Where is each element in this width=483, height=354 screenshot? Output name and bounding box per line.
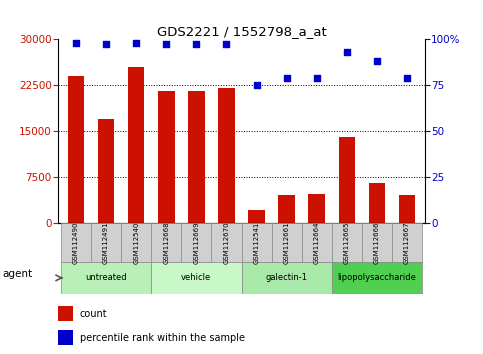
Text: GSM112491: GSM112491	[103, 221, 109, 264]
Bar	[158, 91, 174, 223]
Bar	[271, 223, 302, 262]
Bar	[98, 119, 114, 223]
Bar	[278, 195, 295, 223]
Bar	[151, 223, 181, 262]
Point	[102, 42, 110, 47]
Text: GSM112664: GSM112664	[314, 221, 320, 264]
Bar	[58, 330, 72, 345]
Bar	[302, 223, 332, 262]
Bar	[188, 91, 205, 223]
Text: count: count	[80, 309, 108, 319]
Text: untreated: untreated	[85, 273, 127, 282]
Bar	[398, 195, 415, 223]
Point	[253, 82, 260, 88]
Point	[313, 75, 321, 80]
Text: GSM112670: GSM112670	[224, 221, 229, 264]
Bar	[242, 262, 332, 294]
Bar	[369, 183, 385, 223]
Bar	[362, 223, 392, 262]
Point	[343, 49, 351, 55]
Text: GSM112668: GSM112668	[163, 221, 169, 264]
Text: GSM112661: GSM112661	[284, 221, 290, 264]
Bar	[218, 88, 235, 223]
Point	[132, 40, 140, 45]
Text: percentile rank within the sample: percentile rank within the sample	[80, 333, 245, 343]
Bar	[181, 223, 212, 262]
Bar	[309, 194, 325, 223]
Point	[373, 58, 381, 64]
Bar	[68, 76, 85, 223]
Bar	[332, 262, 422, 294]
Bar	[248, 210, 265, 223]
Bar	[212, 223, 242, 262]
Text: lipopolysaccharide: lipopolysaccharide	[338, 273, 416, 282]
Bar	[58, 306, 72, 321]
Point	[223, 42, 230, 47]
Text: galectin-1: galectin-1	[266, 273, 308, 282]
Text: GSM112541: GSM112541	[254, 221, 259, 264]
Text: GSM112666: GSM112666	[374, 221, 380, 264]
Point	[193, 42, 200, 47]
Bar	[61, 223, 91, 262]
Text: GSM112669: GSM112669	[193, 221, 199, 264]
Text: vehicle: vehicle	[181, 273, 212, 282]
Point	[283, 75, 290, 80]
Bar	[91, 223, 121, 262]
Bar	[61, 262, 151, 294]
Text: GSM112490: GSM112490	[73, 221, 79, 264]
Title: GDS2221 / 1552798_a_at: GDS2221 / 1552798_a_at	[156, 25, 327, 38]
Text: GSM112665: GSM112665	[344, 221, 350, 264]
Point	[162, 42, 170, 47]
Text: GSM112540: GSM112540	[133, 221, 139, 264]
Bar	[242, 223, 271, 262]
Bar	[121, 223, 151, 262]
Bar	[392, 223, 422, 262]
Bar	[339, 137, 355, 223]
Text: GSM112667: GSM112667	[404, 221, 410, 264]
Bar	[332, 223, 362, 262]
Point	[72, 40, 80, 45]
Bar	[128, 67, 144, 223]
Point	[403, 75, 411, 80]
Text: agent: agent	[2, 269, 32, 279]
Bar	[151, 262, 242, 294]
